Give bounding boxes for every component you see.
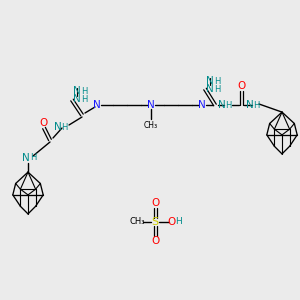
- Text: CH₃: CH₃: [144, 121, 158, 130]
- Text: H: H: [30, 154, 36, 163]
- Text: H: H: [61, 122, 67, 131]
- Text: CH₃: CH₃: [129, 218, 145, 226]
- Text: H: H: [214, 85, 220, 94]
- Text: H: H: [81, 94, 87, 103]
- Text: N: N: [73, 86, 81, 96]
- Text: N: N: [218, 100, 226, 110]
- Text: H: H: [176, 218, 182, 226]
- Text: S: S: [152, 217, 159, 227]
- Text: N: N: [22, 153, 30, 163]
- Text: N: N: [54, 122, 62, 132]
- Text: H: H: [214, 76, 220, 85]
- Text: N: N: [206, 84, 214, 94]
- Text: N: N: [73, 94, 81, 104]
- Text: O: O: [40, 118, 48, 128]
- Text: O: O: [151, 198, 159, 208]
- Text: H: H: [253, 100, 259, 109]
- Text: O: O: [151, 236, 159, 246]
- Text: H: H: [81, 86, 87, 95]
- Text: N: N: [198, 100, 206, 110]
- Text: O: O: [237, 81, 245, 91]
- Text: N: N: [147, 100, 155, 110]
- Text: N: N: [93, 100, 101, 110]
- Text: N: N: [206, 76, 214, 86]
- Text: H: H: [225, 100, 231, 109]
- Text: N: N: [246, 100, 254, 110]
- Text: O: O: [167, 217, 175, 227]
